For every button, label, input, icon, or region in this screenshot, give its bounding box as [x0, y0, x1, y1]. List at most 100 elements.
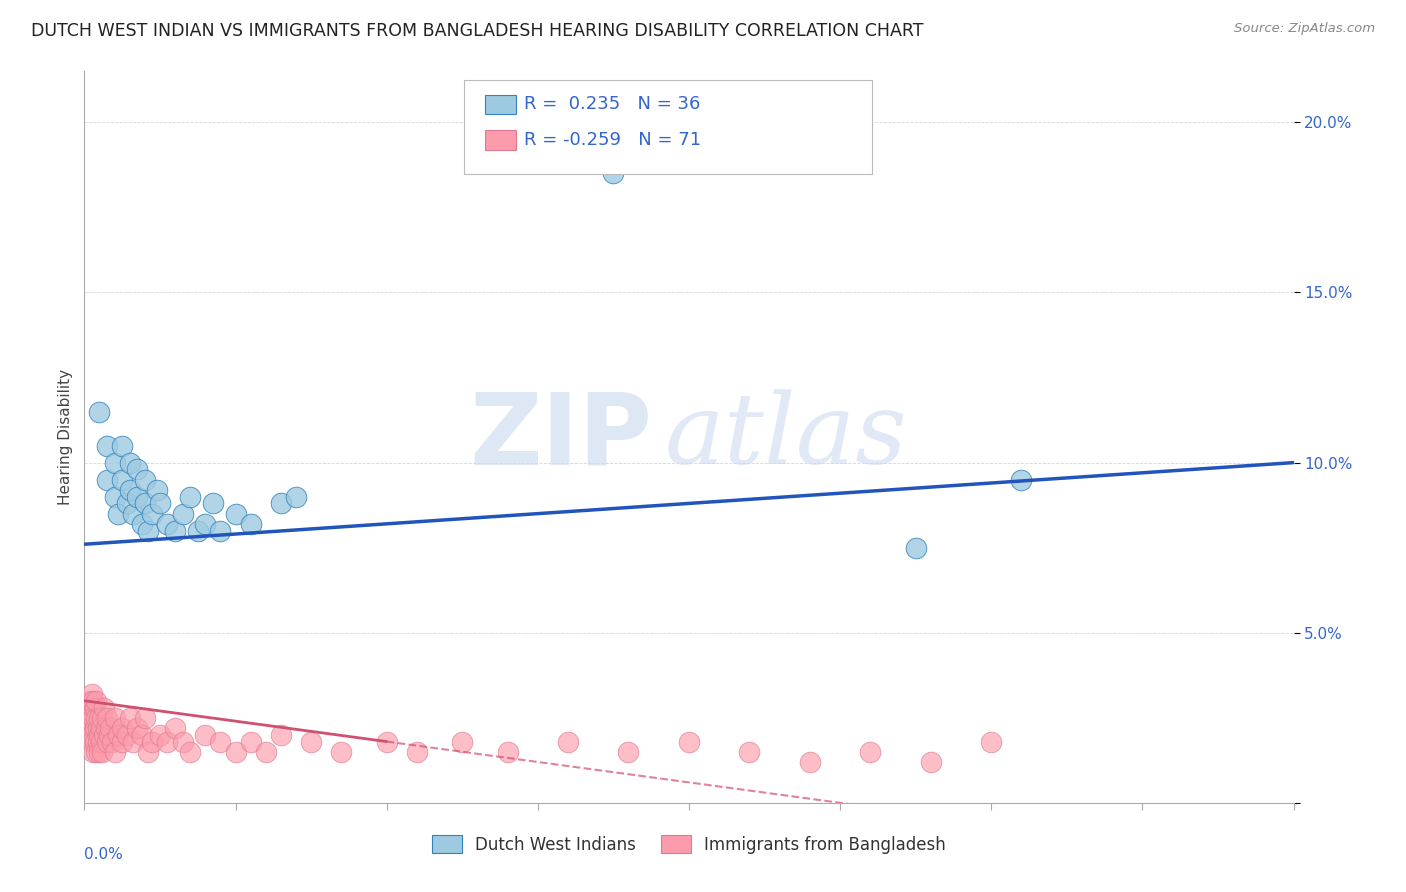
- Point: [239, 734, 262, 748]
- Point: [127, 490, 149, 504]
- Point: [104, 490, 127, 504]
- Point: [134, 473, 156, 487]
- Point: [104, 456, 127, 470]
- Point: [179, 490, 201, 504]
- Point: [980, 734, 1002, 748]
- Point: [84, 734, 107, 748]
- Point: [86, 711, 108, 725]
- Point: [557, 734, 579, 748]
- Point: [270, 496, 292, 510]
- Point: [406, 745, 429, 759]
- Y-axis label: Hearing Disability: Hearing Disability: [58, 369, 73, 505]
- Point: [141, 734, 163, 748]
- Point: [678, 734, 700, 748]
- Point: [111, 721, 134, 735]
- Point: [375, 734, 398, 748]
- Point: [299, 734, 322, 748]
- Point: [82, 694, 104, 708]
- Point: [94, 721, 117, 735]
- Point: [799, 755, 821, 769]
- Point: [118, 456, 141, 470]
- Point: [165, 721, 187, 735]
- Point: [90, 721, 112, 735]
- Point: [134, 496, 156, 510]
- Point: [859, 745, 882, 759]
- Point: [254, 745, 277, 759]
- Point: [87, 721, 110, 735]
- Point: [107, 728, 129, 742]
- Point: [602, 166, 624, 180]
- Point: [149, 728, 172, 742]
- Point: [98, 721, 121, 735]
- Legend: Dutch West Indians, Immigrants from Bangladesh: Dutch West Indians, Immigrants from Bang…: [425, 829, 953, 860]
- Point: [115, 728, 138, 742]
- Point: [91, 711, 114, 725]
- Point: [80, 728, 103, 742]
- Point: [141, 507, 163, 521]
- Point: [172, 734, 194, 748]
- Point: [194, 516, 217, 531]
- Point: [118, 483, 141, 497]
- Text: 0.0%: 0.0%: [84, 847, 124, 862]
- Point: [111, 734, 134, 748]
- Point: [80, 687, 103, 701]
- Point: [131, 728, 153, 742]
- Point: [90, 734, 112, 748]
- Point: [121, 507, 143, 521]
- Point: [79, 721, 101, 735]
- Point: [84, 700, 107, 714]
- Point: [285, 490, 308, 504]
- Point: [91, 745, 114, 759]
- Point: [194, 728, 217, 742]
- Point: [89, 711, 111, 725]
- Point: [904, 541, 927, 555]
- Point: [107, 507, 129, 521]
- Point: [82, 745, 104, 759]
- Point: [187, 524, 209, 538]
- Point: [96, 473, 118, 487]
- Point: [131, 516, 153, 531]
- Text: R = -0.259   N = 71: R = -0.259 N = 71: [524, 131, 702, 149]
- Point: [496, 745, 519, 759]
- Point: [136, 745, 159, 759]
- Point: [80, 700, 103, 714]
- Point: [104, 711, 127, 725]
- Point: [97, 728, 120, 742]
- Point: [179, 745, 201, 759]
- Point: [127, 462, 149, 476]
- Text: atlas: atlas: [665, 390, 907, 484]
- Point: [111, 473, 134, 487]
- Point: [84, 721, 107, 735]
- Point: [127, 721, 149, 735]
- Point: [209, 524, 232, 538]
- Point: [89, 404, 111, 418]
- Point: [82, 711, 104, 725]
- Point: [87, 734, 110, 748]
- Point: [77, 711, 100, 725]
- Point: [136, 524, 159, 538]
- Point: [89, 745, 111, 759]
- Point: [118, 711, 141, 725]
- Point: [121, 734, 143, 748]
- Point: [89, 728, 111, 742]
- Point: [172, 507, 194, 521]
- Point: [86, 745, 108, 759]
- Text: Source: ZipAtlas.com: Source: ZipAtlas.com: [1234, 22, 1375, 36]
- Text: ZIP: ZIP: [470, 389, 652, 485]
- Point: [1011, 473, 1033, 487]
- Point: [209, 734, 232, 748]
- Point: [270, 728, 292, 742]
- Point: [96, 439, 118, 453]
- Text: DUTCH WEST INDIAN VS IMMIGRANTS FROM BANGLADESH HEARING DISABILITY CORRELATION C: DUTCH WEST INDIAN VS IMMIGRANTS FROM BAN…: [31, 22, 924, 40]
- Point: [156, 734, 179, 748]
- Point: [100, 734, 122, 748]
- Point: [451, 734, 474, 748]
- Point: [156, 516, 179, 531]
- Point: [115, 496, 138, 510]
- Point: [225, 745, 247, 759]
- Point: [104, 745, 127, 759]
- Point: [146, 483, 169, 497]
- Point: [80, 734, 103, 748]
- Text: R =  0.235   N = 36: R = 0.235 N = 36: [524, 95, 700, 113]
- Point: [93, 728, 115, 742]
